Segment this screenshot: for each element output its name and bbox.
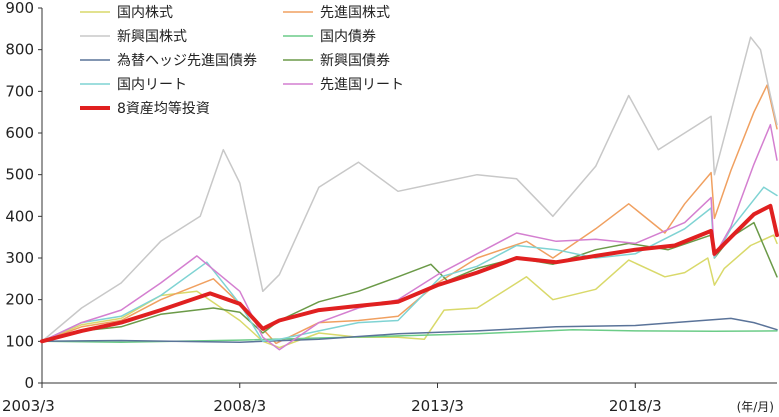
x-tick-label: 2018/3 [609, 397, 662, 415]
y-tick-label: 400 [5, 207, 34, 225]
legend-label: 為替ヘッジ先進国債券 [117, 53, 257, 69]
series-line-8 [40, 203, 779, 344]
legend-label: 先進国リート [320, 77, 404, 93]
legend-label: 新興国債券 [320, 53, 390, 69]
y-tick-label: 0 [24, 374, 34, 392]
x-tick-label: 2008/3 [213, 397, 266, 415]
legend-label: 国内株式 [117, 5, 173, 21]
series-line-1 [41, 84, 778, 345]
series-line-6 [41, 186, 778, 343]
legend-label: 先進国株式 [320, 5, 390, 21]
series-line-2 [41, 36, 778, 343]
legend-label: 8資産均等投資 [117, 100, 210, 117]
series-lines [40, 36, 779, 351]
y-tick-label: 600 [5, 124, 34, 142]
y-tick-label: 500 [5, 166, 34, 184]
x-axis-unit-label: (年/月) [737, 400, 774, 414]
x-tick-label: 2003/3 [2, 397, 55, 415]
y-tick-label: 800 [5, 41, 34, 59]
x-tick-label: 2013/3 [411, 397, 464, 415]
y-tick-label: 300 [5, 249, 34, 267]
y-tick-label: 700 [5, 82, 34, 100]
series-line-4 [41, 317, 778, 343]
legend-label: 国内債券 [320, 29, 376, 45]
y-tick-label: 100 [5, 332, 34, 350]
y-tick-label: 200 [5, 291, 34, 309]
legend-label: 国内リート [117, 77, 187, 93]
legend-label: 新興国株式 [117, 29, 187, 45]
y-tick-label: 900 [5, 0, 34, 17]
